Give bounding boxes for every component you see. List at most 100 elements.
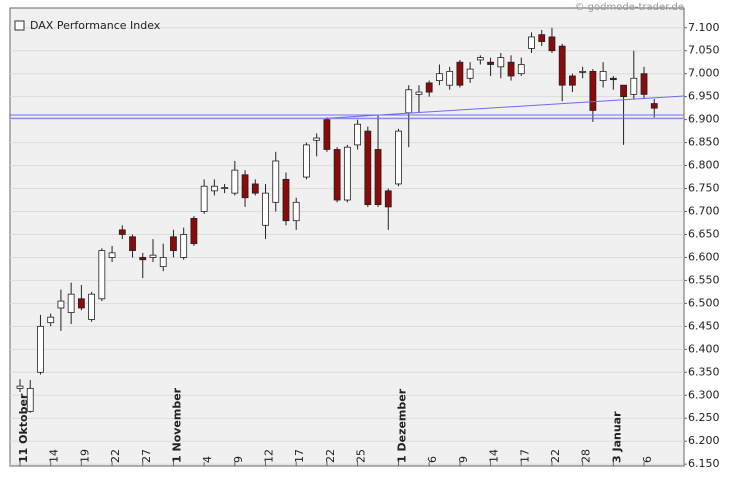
x-tick-label: 22 bbox=[324, 449, 337, 463]
candle-body bbox=[149, 254, 157, 258]
x-tick-label: 11 Oktober bbox=[17, 393, 30, 463]
x-tick-label: 12 bbox=[263, 449, 276, 463]
candle-body bbox=[77, 298, 85, 309]
y-tick-label: 6.800 bbox=[688, 159, 720, 172]
y-tick-label: 6.900 bbox=[688, 113, 720, 126]
marks bbox=[10, 27, 685, 413]
candle-body bbox=[487, 61, 494, 65]
candle-body bbox=[599, 70, 607, 81]
candle-body bbox=[364, 130, 372, 206]
y-tick-label: 6.150 bbox=[688, 457, 720, 470]
x-tick-label: 4 bbox=[201, 456, 214, 463]
x-tick-label: 9 bbox=[457, 456, 470, 463]
x-tick-label: 6 bbox=[641, 456, 654, 463]
watermark: © godmode-trader.de bbox=[575, 2, 685, 13]
candle-body bbox=[251, 183, 259, 194]
y-tick-label: 6.550 bbox=[688, 273, 720, 286]
candle-body bbox=[374, 149, 382, 206]
chart-title: DAX Performance Index bbox=[30, 19, 161, 32]
x-tick-label: 19 bbox=[78, 449, 91, 463]
candle-body bbox=[200, 185, 208, 212]
candle-body bbox=[180, 234, 188, 258]
candle-body bbox=[569, 75, 576, 86]
candle-body bbox=[650, 103, 658, 109]
candle-body bbox=[292, 201, 300, 222]
x-tick-label: 1 Dezember bbox=[396, 388, 409, 463]
y-tick-label: 6.300 bbox=[688, 388, 720, 401]
candle-body bbox=[37, 325, 44, 373]
y-tick-label: 6.950 bbox=[688, 90, 720, 103]
candle-body bbox=[446, 70, 454, 86]
legend-icon bbox=[14, 20, 25, 31]
candle-body bbox=[558, 45, 566, 86]
x-tick-label: 25 bbox=[355, 449, 368, 463]
candle-body bbox=[159, 257, 167, 268]
x-tick-label: 6 bbox=[426, 456, 439, 463]
candle-body bbox=[395, 130, 402, 185]
x-tick-label: 17 bbox=[293, 449, 306, 463]
candle-body bbox=[313, 137, 321, 141]
candle-body bbox=[303, 144, 310, 178]
y-tick-label: 6.850 bbox=[688, 136, 720, 149]
x-tick-label: 1 November bbox=[170, 387, 183, 463]
candle-body bbox=[630, 77, 638, 95]
candle-body bbox=[190, 217, 198, 245]
y-tick-label: 6.650 bbox=[688, 227, 720, 240]
x-tick-label: 27 bbox=[140, 449, 153, 463]
candle-body bbox=[507, 61, 515, 77]
trend-line bbox=[326, 95, 685, 119]
candle-body bbox=[579, 70, 587, 73]
x-tick-label: 3 Januar bbox=[610, 411, 623, 463]
candle-body bbox=[354, 123, 361, 146]
y-tick-label: 6.750 bbox=[688, 182, 720, 195]
y-tick-label: 7.100 bbox=[688, 21, 720, 34]
candle-body bbox=[343, 146, 351, 201]
x-tick-label: 22 bbox=[109, 449, 122, 463]
candle-body bbox=[282, 178, 290, 222]
x-tick-label: 9 bbox=[232, 456, 245, 463]
x-tick-label: 22 bbox=[549, 449, 562, 463]
candle-body bbox=[139, 257, 147, 261]
y-tick-label: 6.500 bbox=[688, 296, 720, 309]
candle-body bbox=[497, 57, 505, 68]
x-tick-label: 17 bbox=[518, 449, 531, 463]
candle-body bbox=[210, 185, 218, 192]
candle-body bbox=[221, 187, 229, 190]
candle-body bbox=[323, 119, 331, 150]
candle-body bbox=[425, 82, 433, 93]
y-tick-label: 6.200 bbox=[688, 434, 720, 447]
x-tick-label: 14 bbox=[488, 449, 501, 463]
candle-body bbox=[118, 229, 126, 235]
candle-body bbox=[436, 73, 443, 81]
candle-body bbox=[609, 77, 617, 81]
candle-body bbox=[231, 169, 239, 194]
y-tick-label: 6.250 bbox=[688, 411, 720, 424]
candle-body bbox=[88, 293, 96, 320]
candle-body bbox=[538, 34, 546, 42]
candle-body bbox=[57, 300, 65, 309]
candle-body bbox=[241, 174, 249, 199]
y-tick-label: 7.000 bbox=[688, 67, 720, 80]
candle-body bbox=[640, 73, 648, 95]
y-tick-label: 6.400 bbox=[688, 342, 720, 355]
y-tick-label: 6.700 bbox=[688, 205, 720, 218]
grid bbox=[10, 27, 684, 466]
candle-body bbox=[272, 160, 280, 203]
candle-body bbox=[262, 192, 269, 226]
candle-body bbox=[170, 236, 177, 251]
x-tick-label: 28 bbox=[580, 449, 593, 463]
candle-body bbox=[517, 64, 525, 75]
y-tick-label: 6.350 bbox=[688, 365, 720, 378]
candle-body bbox=[415, 91, 423, 95]
candle-body bbox=[129, 236, 136, 251]
candle-body bbox=[26, 387, 34, 412]
candle-body bbox=[16, 385, 24, 389]
y-tick-label: 7.050 bbox=[688, 44, 720, 57]
candle-body bbox=[548, 36, 556, 52]
candle-body bbox=[108, 252, 116, 258]
candle-body bbox=[466, 68, 474, 79]
candle-body bbox=[589, 70, 597, 111]
candle-body bbox=[405, 89, 413, 114]
candle-body bbox=[47, 316, 55, 324]
